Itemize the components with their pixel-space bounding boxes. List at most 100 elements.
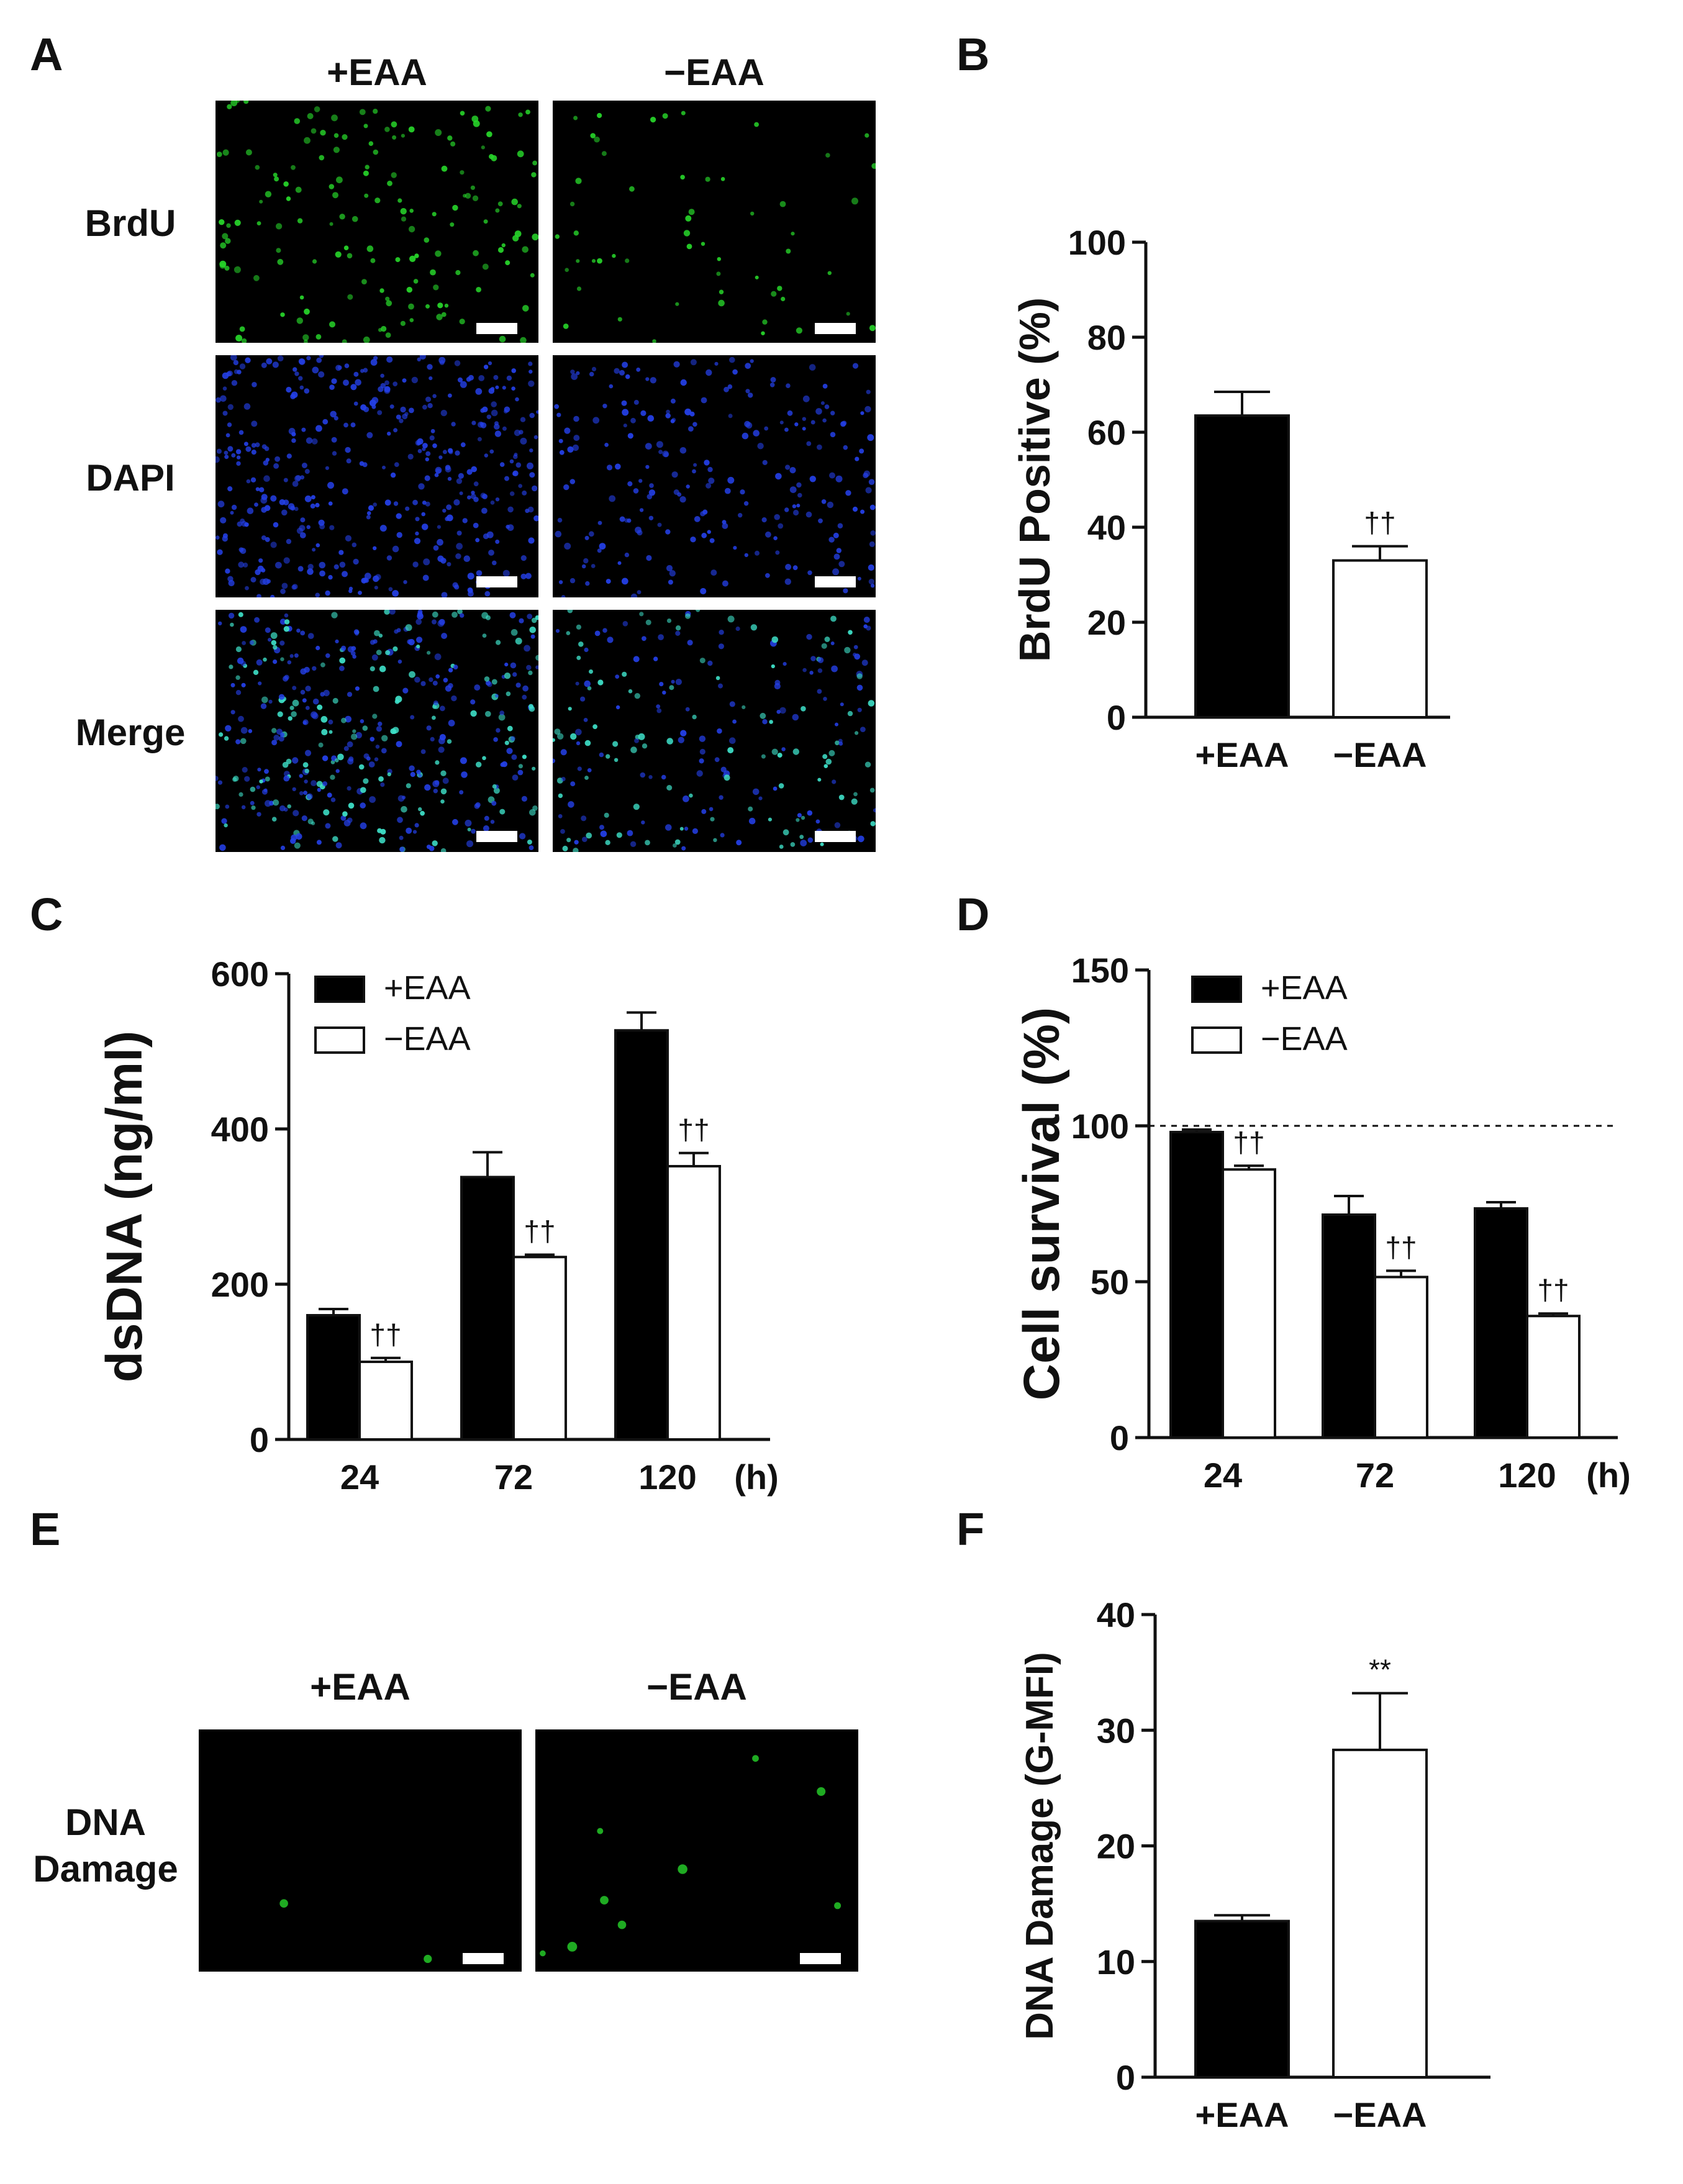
nucleus xyxy=(217,549,223,555)
nucleus xyxy=(558,438,563,443)
y-tick-label: 80 xyxy=(1087,318,1126,357)
nucleus xyxy=(264,446,270,451)
nucleus xyxy=(864,133,869,138)
nucleus xyxy=(633,488,639,494)
nucleus xyxy=(384,499,391,506)
y-axis-label: Cell survival (%) xyxy=(1014,1007,1070,1400)
nucleus xyxy=(561,595,566,597)
nucleus xyxy=(263,657,267,662)
y-tick-label: 60 xyxy=(1087,413,1126,452)
nucleus xyxy=(744,420,751,427)
nucleus xyxy=(744,553,748,558)
nucleus xyxy=(762,460,768,465)
nucleus xyxy=(692,828,698,834)
nucleus xyxy=(241,682,246,687)
nucleus xyxy=(624,518,629,523)
nucleus xyxy=(296,317,303,324)
nucleus xyxy=(366,511,371,515)
nucleus xyxy=(736,840,742,846)
nucleus xyxy=(422,404,427,410)
nucleus xyxy=(435,674,440,679)
nucleus xyxy=(335,639,339,643)
nucleus xyxy=(474,684,481,691)
nucleus xyxy=(384,386,391,392)
nucleus xyxy=(315,425,322,432)
nucleus xyxy=(779,845,784,849)
nucleus xyxy=(602,628,607,633)
nucleus xyxy=(458,473,464,479)
panel-e-row-label-line2: Damage xyxy=(33,1848,178,1890)
nucleus xyxy=(342,134,348,140)
nucleus xyxy=(785,564,792,570)
nucleus xyxy=(299,385,304,390)
nucleus xyxy=(319,355,324,358)
nucleus xyxy=(251,443,256,448)
nucleus xyxy=(280,312,285,317)
nucleus xyxy=(791,232,795,236)
nucleus xyxy=(590,133,596,138)
nucleus xyxy=(614,368,620,374)
nucleus xyxy=(671,471,678,478)
nucleus xyxy=(564,427,571,434)
nucleus xyxy=(314,106,320,112)
nucleus xyxy=(584,680,591,687)
y-tick-label: 0 xyxy=(250,1420,269,1459)
nucleus xyxy=(607,637,614,643)
nucleus xyxy=(625,258,630,263)
legend-swatch xyxy=(314,1026,365,1054)
nucleus xyxy=(828,750,835,756)
micrograph-dna-damage-minus-eaa xyxy=(535,1729,858,1972)
nucleus xyxy=(771,748,778,755)
nucleus xyxy=(683,795,689,802)
nucleus xyxy=(432,212,437,217)
nucleus xyxy=(627,830,633,836)
nucleus xyxy=(300,475,305,480)
nucleus xyxy=(273,463,279,469)
nucleus xyxy=(396,741,402,748)
legend-swatch xyxy=(314,976,365,1003)
nucleus xyxy=(230,682,235,687)
nucleus xyxy=(831,665,838,673)
nucleus xyxy=(329,184,335,189)
nucleus xyxy=(432,704,437,709)
nucleus xyxy=(520,337,527,343)
nucleus xyxy=(615,463,621,470)
nucleus xyxy=(792,504,797,509)
nucleus xyxy=(379,836,386,844)
nucleus xyxy=(392,727,399,734)
nucleus xyxy=(622,621,628,627)
nucleus xyxy=(867,434,874,442)
nucleus xyxy=(416,769,421,774)
nucleus xyxy=(325,823,331,829)
nucleus xyxy=(493,737,498,742)
nucleus xyxy=(297,218,303,224)
nucleus xyxy=(575,178,582,184)
nucleus xyxy=(612,741,619,747)
nucleus xyxy=(286,453,292,459)
nucleus xyxy=(863,617,870,623)
nucleus xyxy=(625,374,630,379)
nucleus xyxy=(306,437,313,444)
nucleus xyxy=(447,135,453,141)
nucleus xyxy=(758,796,763,800)
nucleus xyxy=(409,407,414,414)
nucleus xyxy=(511,198,518,206)
nucleus xyxy=(526,664,532,671)
nucleus xyxy=(373,502,377,507)
nucleus xyxy=(397,659,402,664)
nucleus xyxy=(485,106,491,112)
nucleus xyxy=(215,456,220,463)
nucleus xyxy=(827,271,832,275)
nucleus xyxy=(641,820,645,825)
nucleus xyxy=(341,717,347,723)
nucleus xyxy=(386,356,393,363)
nucleus xyxy=(577,766,582,771)
nucleus xyxy=(215,804,220,810)
nucleus xyxy=(633,399,639,405)
nucleus xyxy=(315,334,322,340)
nucleus xyxy=(683,230,691,237)
nucleus xyxy=(779,201,786,207)
nucleus xyxy=(584,647,589,653)
nucleus xyxy=(406,827,412,834)
nucleus xyxy=(293,810,299,817)
